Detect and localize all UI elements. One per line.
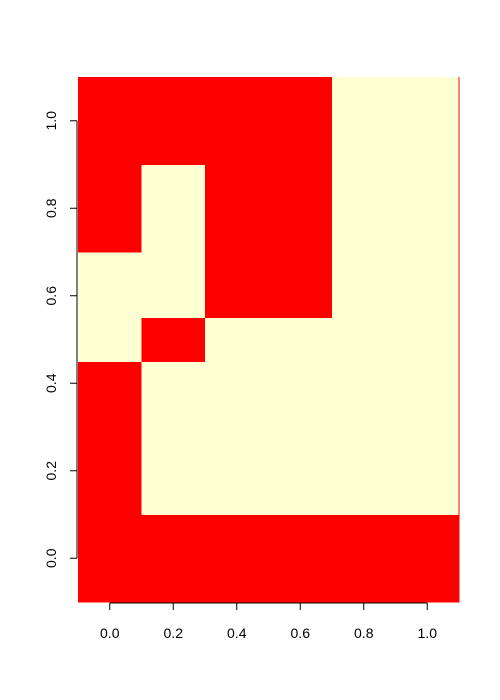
heatmap-cell <box>268 317 333 362</box>
heatmap-cell <box>78 77 142 165</box>
heatmap-cell <box>268 514 333 603</box>
y-tick-label: 1.0 <box>43 111 59 131</box>
heatmap-cell <box>268 361 333 428</box>
x-tick-label: 0.2 <box>164 625 184 641</box>
heatmap-cell <box>395 77 460 165</box>
heatmap-cell <box>205 317 269 362</box>
y-tick-label: 0.0 <box>43 548 59 568</box>
heatmap-cell <box>395 514 460 603</box>
heatmap-cell <box>205 164 269 253</box>
heatmap-cell <box>268 77 333 165</box>
heatmap-cell <box>332 317 396 362</box>
y-tick-label: 0.4 <box>43 373 59 393</box>
x-tick-label: 0.8 <box>354 625 374 641</box>
heatmap-cell <box>395 164 460 253</box>
x-tick-label: 0.0 <box>100 625 120 641</box>
y-tick-label: 0.6 <box>43 286 59 306</box>
heatmap-cell <box>141 164 206 253</box>
x-axis: 0.0 0.2 0.4 0.6 0.8 1.0 <box>100 602 438 641</box>
y-axis: 0.0 0.2 0.4 0.6 0.8 1.0 <box>43 111 78 568</box>
heatmap-cell <box>332 252 396 319</box>
heatmap-cell <box>332 514 396 603</box>
heatmap-cell <box>78 361 142 428</box>
heatmap-cells <box>78 77 460 603</box>
heatmap-cell <box>78 252 142 319</box>
heatmap-cell <box>268 427 333 515</box>
heatmap-cell <box>332 164 396 253</box>
heatmap-cell <box>205 361 269 428</box>
heatmap-cell <box>332 361 396 428</box>
heatmap-cell <box>395 317 460 362</box>
heatmap-cell <box>332 427 396 515</box>
heatmap-cell <box>395 427 460 515</box>
x-tick-label: 1.0 <box>418 625 438 641</box>
x-tick-label: 0.4 <box>227 625 247 641</box>
heatmap-cell <box>332 77 396 165</box>
heatmap-cell <box>205 252 269 319</box>
heatmap-cell <box>141 317 206 362</box>
heatmap-cell <box>141 77 206 165</box>
heatmap-cell <box>141 514 206 603</box>
y-tick-label: 0.8 <box>43 198 59 218</box>
heatmap-cell <box>78 514 142 603</box>
heatmap-cell <box>141 252 206 319</box>
heatmap-cell <box>141 427 206 515</box>
heatmap-cell <box>205 77 269 165</box>
heatmap-cell <box>268 252 333 319</box>
heatmap-cell <box>395 361 460 428</box>
heatmap-cell <box>78 164 142 253</box>
heatmap-cell <box>395 252 460 319</box>
x-tick-label: 0.6 <box>291 625 311 641</box>
y-tick-label: 0.2 <box>43 461 59 481</box>
heatmap-cell <box>78 427 142 515</box>
heatmap-cell <box>268 164 333 253</box>
heatmap-cell <box>78 317 142 362</box>
heatmap-cell <box>205 427 269 515</box>
heatmap-cell <box>205 514 269 603</box>
heatmap-cell <box>141 361 206 428</box>
